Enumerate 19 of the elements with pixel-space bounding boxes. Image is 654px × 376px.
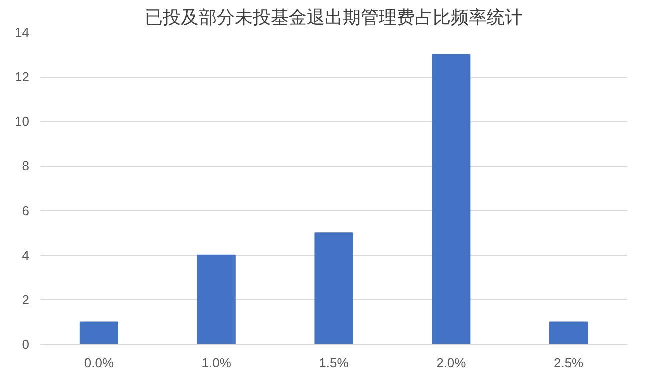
x-tick-label: 2.5% [554, 356, 584, 370]
x-tick-label: 1.0% [202, 356, 232, 370]
bar [314, 232, 354, 344]
y-tick-label: 10 [15, 114, 30, 130]
y-tick-label: 0 [22, 337, 30, 352]
x-tick-label: 0.0% [84, 356, 114, 370]
y-tick-label: 6 [22, 203, 30, 218]
y-tick-label: 14 [15, 25, 30, 40]
bar [550, 322, 588, 344]
bar [197, 254, 236, 344]
x-tick-label: 1.5% [319, 356, 350, 370]
y-tick-label: 2 [22, 292, 30, 308]
y-tick-label: 4 [22, 248, 30, 263]
y-tick-label: 8 [22, 158, 30, 174]
chart-title: 已投及部分未投基金退出期管理费占比频率统计 [145, 8, 523, 28]
bar [432, 54, 471, 344]
y-tick-label: 12 [15, 70, 30, 85]
bar [80, 322, 118, 344]
x-tick-label: 2.0% [436, 356, 467, 370]
